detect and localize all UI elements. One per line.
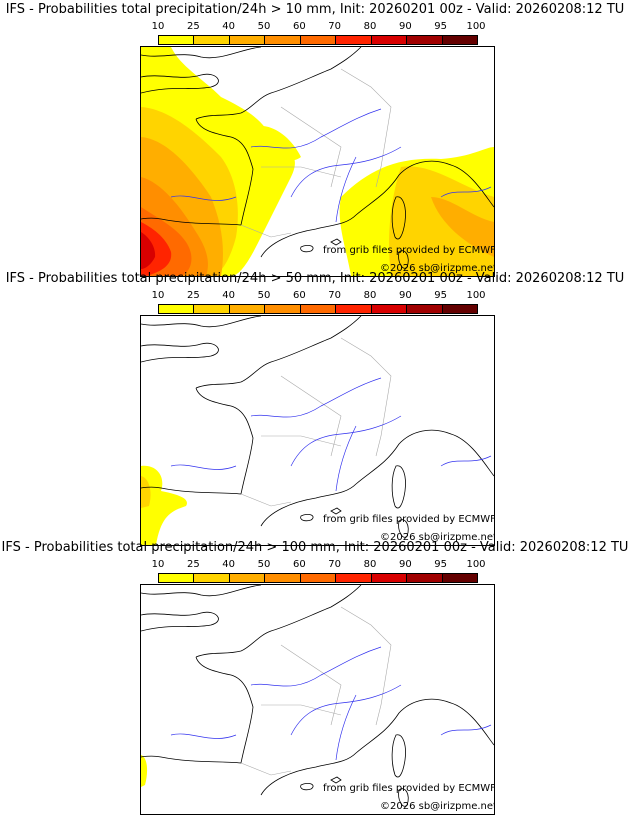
colorbar-swatch (371, 305, 408, 313)
colorbar-tick: 10 (151, 290, 165, 301)
precipitation-area (141, 465, 187, 545)
colorbar-tick: 80 (363, 21, 377, 32)
colorbar-swatch (442, 574, 477, 582)
precipitation-area (141, 755, 148, 787)
colorbar-tick: 10 (151, 559, 165, 570)
colorbar-tick: 100 (466, 559, 486, 570)
colorbar-tick: 50 (257, 559, 271, 570)
precipitation-area (431, 197, 494, 257)
panel-title: IFS - Probabilities total precipitation/… (5, 2, 625, 17)
map-panel-3: IFS - Probabilities total precipitation/… (0, 538, 630, 815)
colorbar-tick: 40 (222, 290, 236, 301)
colorbar (158, 304, 478, 314)
colorbar-swatch (407, 305, 443, 313)
rivers (170, 646, 492, 761)
borders (240, 337, 392, 507)
colorbar-swatch (336, 574, 372, 582)
probability-map[interactable]: from grib files provided by ECMWF ©2026 … (140, 46, 495, 277)
source-credit: from grib files provided by ECMWF (323, 514, 495, 525)
colorbar-tick: 100 (466, 21, 486, 32)
colorbar-tick: 95 (434, 21, 448, 32)
colorbar-tick: 40 (222, 559, 236, 570)
colorbar-tick: 70 (328, 21, 342, 32)
colorbar-tick: 25 (186, 21, 200, 32)
colorbar-swatch (194, 574, 230, 582)
colorbar-swatch (300, 36, 337, 44)
borders (240, 606, 392, 776)
colorbar-tick: 90 (398, 21, 412, 32)
map-panel-1: IFS - Probabilities total precipitation/… (0, 0, 630, 277)
source-credit: from grib files provided by ECMWF (323, 783, 495, 794)
colorbar-tick: 90 (398, 559, 412, 570)
copyright-credit: ©2026 sb@irizpme.net (380, 263, 495, 274)
probability-map[interactable]: from grib files provided by ECMWF ©2026 … (140, 315, 495, 546)
colorbar-swatch (442, 36, 477, 44)
colorbar-tick: 70 (328, 290, 342, 301)
colorbar-swatch (159, 574, 195, 582)
precipitation-area (141, 232, 156, 269)
colorbar-tick: 60 (292, 559, 306, 570)
colorbar-tick: 95 (434, 290, 448, 301)
colorbar-swatch (407, 36, 443, 44)
colorbar (158, 35, 478, 45)
panel-title: IFS - Probabilities total precipitation/… (5, 271, 625, 286)
colorbar-tick: 60 (292, 290, 306, 301)
colorbar-tick: 50 (257, 21, 271, 32)
coastlines (141, 47, 494, 269)
colorbar-tick: 50 (257, 290, 271, 301)
colorbar-tick: 90 (398, 290, 412, 301)
colorbar-tick: 25 (186, 559, 200, 570)
copyright-credit: ©2026 sb@irizpme.net (380, 801, 495, 812)
colorbar-tick: 80 (363, 559, 377, 570)
colorbar-tick: 70 (328, 559, 342, 570)
colorbar-swatch (229, 574, 266, 582)
colorbar (158, 573, 478, 583)
colorbar-swatch (407, 574, 443, 582)
colorbar-swatch (265, 305, 301, 313)
coastlines (141, 585, 494, 807)
colorbar-swatch (336, 36, 372, 44)
precipitation-area (251, 125, 301, 162)
colorbar-swatch (300, 305, 337, 313)
rivers (170, 108, 492, 223)
colorbar-swatch (265, 36, 301, 44)
colorbar-swatch (300, 574, 337, 582)
colorbar-tick: 80 (363, 290, 377, 301)
probability-map[interactable]: from grib files provided by ECMWF ©2026 … (140, 584, 495, 815)
colorbar-swatch (159, 305, 195, 313)
borders (240, 68, 392, 238)
colorbar-swatch (229, 305, 266, 313)
precipitation-areas (141, 755, 148, 787)
colorbar-tick: 40 (222, 21, 236, 32)
colorbar-swatch (442, 305, 477, 313)
colorbar-tick: 60 (292, 21, 306, 32)
colorbar-swatch (229, 36, 266, 44)
precipitation-area (141, 476, 151, 508)
colorbar-swatch (159, 36, 195, 44)
precipitation-areas (141, 47, 494, 276)
precipitation-area (389, 166, 494, 276)
colorbar-tick: 10 (151, 21, 165, 32)
source-credit: from grib files provided by ECMWF (323, 245, 495, 256)
colorbar-swatch (194, 36, 230, 44)
colorbar-tick: 25 (186, 290, 200, 301)
colorbar-swatch (371, 36, 408, 44)
colorbar-tick: 100 (466, 290, 486, 301)
colorbar-swatch (194, 305, 230, 313)
colorbar-swatch (336, 305, 372, 313)
copyright-credit: ©2026 sb@irizpme.net (380, 532, 495, 543)
rivers (170, 377, 492, 492)
colorbar-swatch (371, 574, 408, 582)
precipitation-areas (141, 465, 187, 545)
colorbar-swatch (265, 574, 301, 582)
colorbar-tick: 95 (434, 559, 448, 570)
coastlines (141, 316, 494, 538)
panel-title: IFS - Probabilities total precipitation/… (1, 540, 629, 555)
map-panel-2: IFS - Probabilities total precipitation/… (0, 269, 630, 546)
